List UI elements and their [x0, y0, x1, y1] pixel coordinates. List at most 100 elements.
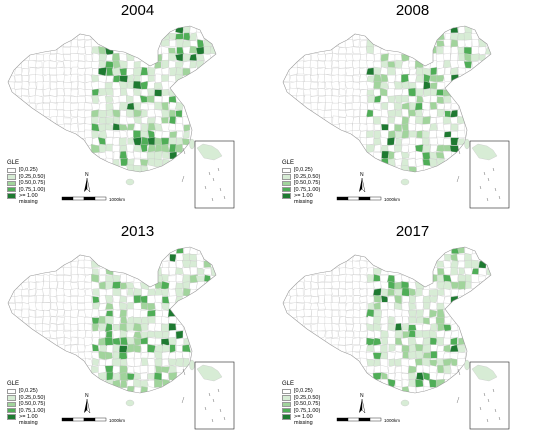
north-label: N [360, 172, 364, 178]
region-cell [401, 316, 410, 325]
legend-label: [0.75,1.00) [294, 186, 321, 193]
region-cell [147, 352, 156, 359]
region-cell [310, 81, 319, 89]
region-cell [176, 130, 183, 139]
region-cell [78, 280, 86, 290]
region-cell [345, 344, 353, 353]
region-cell [380, 59, 389, 68]
hainan-island [400, 399, 410, 407]
region-cell [394, 94, 403, 104]
region-cell [353, 39, 360, 47]
region-cell [332, 115, 340, 125]
region-cell [394, 323, 402, 332]
region-cell [119, 75, 128, 83]
island-marker [457, 147, 461, 155]
legend-swatch [282, 167, 291, 174]
region-cell [449, 260, 460, 269]
region-cell [360, 40, 368, 48]
region-cell [359, 316, 367, 325]
region-cell [161, 131, 171, 138]
region-cell [112, 295, 121, 304]
map-panel-2013: 2013 GLE [0,0.25) [0.25,0.50) [0.50,0.75… [0, 221, 275, 442]
region-cell [112, 274, 121, 283]
region-cell [127, 136, 134, 146]
region-cell [133, 357, 142, 367]
region-cell [324, 60, 332, 70]
region-cell [352, 344, 361, 352]
legend-label: >= 1.00 [19, 192, 38, 199]
region-cell [175, 273, 184, 283]
region-cell [85, 288, 94, 297]
region-cell [77, 39, 86, 48]
legend-label: missing [19, 420, 38, 427]
region-cell [84, 67, 93, 76]
region-cell [183, 357, 191, 367]
region-cell [325, 330, 333, 338]
region-cell [416, 386, 425, 393]
region-cell [48, 95, 58, 103]
region-cell [401, 323, 410, 331]
region-cell [303, 81, 312, 90]
region-cell [318, 274, 325, 283]
region-cell [153, 122, 163, 132]
region-cell [105, 123, 114, 131]
legend-item: [0,0.25) [282, 388, 320, 394]
region-cell [422, 344, 431, 353]
region-cell [83, 351, 94, 360]
region-cell [62, 38, 72, 47]
region-cell [443, 59, 451, 69]
region-cell [303, 67, 311, 76]
region-cell [435, 372, 445, 380]
region-cell [359, 259, 368, 268]
region-cell [63, 289, 71, 297]
region-cell [401, 301, 410, 312]
region-cell [127, 60, 135, 69]
region-cell [63, 316, 71, 325]
region-cell [437, 288, 445, 297]
region-cell [430, 67, 438, 76]
legend-item: [0.50,0.75) [282, 180, 320, 186]
region-cell [56, 336, 65, 346]
region-cell [387, 302, 395, 311]
region-cell [387, 61, 396, 69]
legend-swatch [282, 193, 291, 199]
region-cell [77, 302, 86, 311]
region-cell [436, 329, 446, 339]
region-cell [49, 102, 58, 111]
region-cell [28, 67, 37, 76]
scale-bar-label: 1000km [109, 418, 126, 423]
region-cell [352, 337, 360, 345]
region-cell [160, 137, 170, 146]
region-cell [428, 289, 438, 297]
region-cell [161, 143, 170, 153]
region-cell [14, 74, 22, 82]
legend-item: [0.75,1.00) [7, 187, 45, 193]
region-cell [126, 385, 135, 393]
region-cell [331, 80, 340, 90]
region-cell [387, 323, 397, 331]
region-cell [373, 309, 382, 317]
region-cell [408, 123, 416, 132]
region-cell [395, 131, 403, 139]
region-cell [352, 295, 361, 303]
region-cell [394, 281, 403, 290]
region-cell [408, 372, 417, 380]
region-cell [27, 60, 38, 68]
region-cell [118, 301, 128, 310]
region-cell [112, 330, 121, 339]
region-cell [388, 364, 396, 374]
region-cell [464, 252, 472, 261]
region-cell [408, 95, 417, 104]
legend-label: [0,0.25) [19, 388, 38, 395]
region-cell [112, 343, 120, 353]
region-cell [154, 53, 163, 63]
region-cell [28, 288, 36, 297]
legend-title: GLE [7, 381, 20, 387]
region-cell [153, 351, 163, 360]
region-cell [316, 330, 326, 340]
region-cell [77, 109, 86, 118]
legend-label: >= 1.00 [294, 192, 313, 199]
region-cell [456, 344, 466, 354]
region-cell [428, 329, 438, 339]
region-cell [119, 323, 128, 333]
